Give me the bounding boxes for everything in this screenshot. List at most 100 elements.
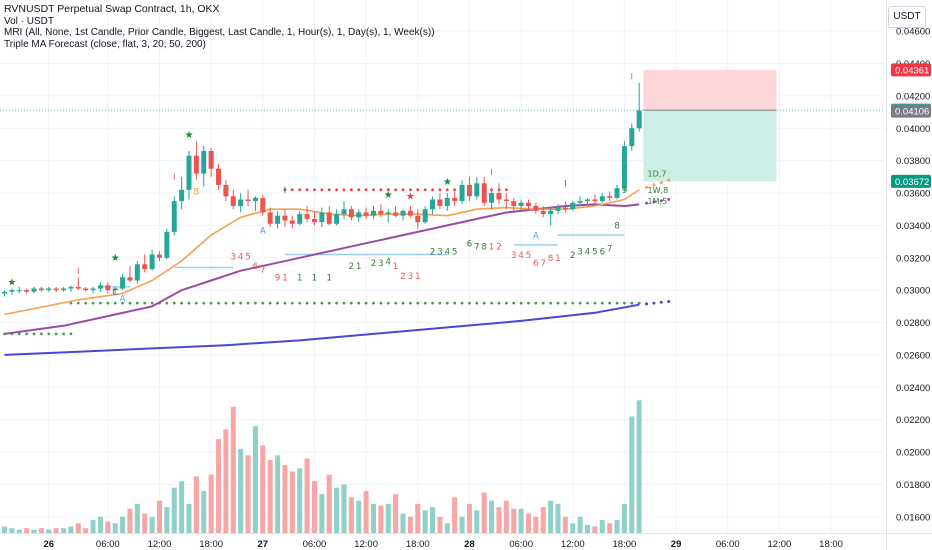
candle-body-3 [24, 290, 30, 292]
level-dot-1-25 [187, 301, 191, 305]
candle-body-39 [289, 220, 295, 224]
annotation-51: 1 [555, 254, 560, 264]
candle-body-62 [459, 184, 465, 202]
time-tick-11: 18:00 [613, 539, 637, 550]
chart-legend: RVNUSDT Perpetual Swap Contract, 1h, OKX… [4, 3, 435, 50]
annotation-16: A [120, 294, 126, 304]
price-tick-3: 0.04000 [896, 124, 930, 135]
candle-body-81 [599, 196, 605, 202]
level-dot-1-71 [527, 301, 530, 305]
candle-body-79 [585, 199, 591, 202]
candle-body-30 [223, 184, 229, 197]
level-dot-1-44 [327, 301, 331, 305]
level-dot-2-9 [69, 332, 73, 336]
level-dot-0-52 [386, 188, 390, 192]
annotation-38: 4 [445, 248, 450, 258]
candle-body-42 [311, 218, 317, 223]
level-dot-1-77 [571, 301, 575, 305]
annotation-3: ★ [384, 190, 393, 201]
forecast-dot-ma20-4 [667, 178, 671, 182]
volume-bar-44 [326, 474, 332, 533]
level-dot-1-17 [128, 301, 132, 305]
price-axis[interactable]: 0.046000.044000.042000.040000.038000.036… [887, 0, 932, 550]
level-dot-1-79 [586, 301, 589, 305]
volume-bar-11 [83, 528, 89, 533]
volume-bar-9 [68, 526, 74, 533]
level-dot-1-45 [335, 301, 338, 305]
level-dot-1-22 [165, 301, 169, 305]
candle-body-56 [415, 215, 421, 223]
annotation-40: 6 [467, 239, 472, 249]
legend-symbol[interactable]: RVNUSDT Perpetual Swap Contract, 1h, OKX [4, 3, 220, 15]
level-dot-0-48 [357, 188, 361, 192]
candle-body-32 [238, 199, 244, 206]
volume-bar-71 [525, 513, 531, 533]
candle-body-67 [496, 193, 502, 200]
legend-mri[interactable]: MRI (All, None, 1st Candle, Prior Candle… [4, 27, 435, 38]
level-dot-1-80 [593, 301, 597, 305]
annotation-31: 4 [386, 257, 391, 267]
level-dot-1-34 [254, 301, 257, 305]
level-dot-2-2 [17, 332, 21, 336]
annotation-58: 8 [614, 222, 619, 232]
price-tick-4: 0.03800 [896, 156, 930, 167]
volume-bar-2 [16, 529, 22, 533]
volume-bar-45 [334, 487, 340, 533]
annotation-52: 2 [570, 251, 575, 261]
level-dot-1-55 [409, 301, 412, 305]
volume-bar-6 [46, 529, 52, 533]
candle-body-54 [400, 210, 406, 216]
volume-bar-35 [260, 445, 266, 533]
forecast-dot-ma20-3 [659, 181, 663, 185]
level-dot-1-46 [342, 301, 346, 305]
volume-bar-22 [164, 507, 170, 533]
annotation-55: 5 [592, 248, 597, 258]
annotation-43: 1 [489, 243, 494, 253]
level-dot-1-13 [99, 301, 102, 305]
annotation-21: 7 [260, 265, 265, 275]
level-dot-1-32 [239, 301, 243, 305]
volume-bar-63 [466, 503, 472, 533]
annotation-35: 1 [415, 272, 420, 282]
level-dot-1-51 [379, 301, 383, 305]
volume-bar-56 [415, 503, 421, 533]
time-tick-0: 26 [43, 539, 54, 550]
volume-bar-79 [585, 524, 591, 533]
candle-body-38 [282, 215, 288, 221]
price-axis-bg [887, 0, 932, 550]
level-dot-2-8 [62, 332, 65, 336]
price-label-bg-3 [891, 174, 931, 188]
level-dot-0-46 [342, 188, 346, 192]
volume-bar-3 [24, 528, 30, 533]
level-dot-1-31 [231, 301, 235, 305]
price-tick-7: 0.03200 [896, 253, 930, 264]
annotation-22: 9 [275, 273, 280, 283]
level-dot-1-20 [150, 301, 154, 305]
volume-bar-28 [208, 474, 214, 533]
annotation-53: 3 [577, 248, 582, 258]
level-dot-1-47 [349, 301, 353, 305]
volume-bar-83 [614, 520, 620, 533]
candle-body-5 [38, 288, 44, 291]
candle-body-58 [430, 199, 436, 210]
volume-bar-85 [629, 416, 635, 533]
legend-triple-ma[interactable]: Triple MA Forecast (close, flat, 3, 20, … [4, 38, 206, 50]
time-tick-2: 12:00 [148, 539, 172, 550]
candle-body-4 [31, 288, 37, 292]
candle-body-37 [275, 215, 281, 224]
candle-body-51 [378, 210, 384, 215]
volume-bar-27 [201, 490, 207, 533]
candle-body-46 [341, 209, 347, 215]
currency-button[interactable]: USDT [888, 6, 926, 28]
annotation-49: 7 [541, 259, 546, 269]
level-dot-0-60 [445, 188, 449, 192]
forecast-dot-ma200-2 [652, 301, 656, 305]
time-tick-1: 06:00 [96, 539, 120, 550]
annotation-28: 1 [356, 262, 361, 272]
candle-body-35 [260, 197, 266, 213]
volume-bar-33 [245, 455, 251, 533]
legend-volume[interactable]: Vol · USDT [4, 15, 55, 27]
volume-bar-58 [430, 507, 436, 533]
